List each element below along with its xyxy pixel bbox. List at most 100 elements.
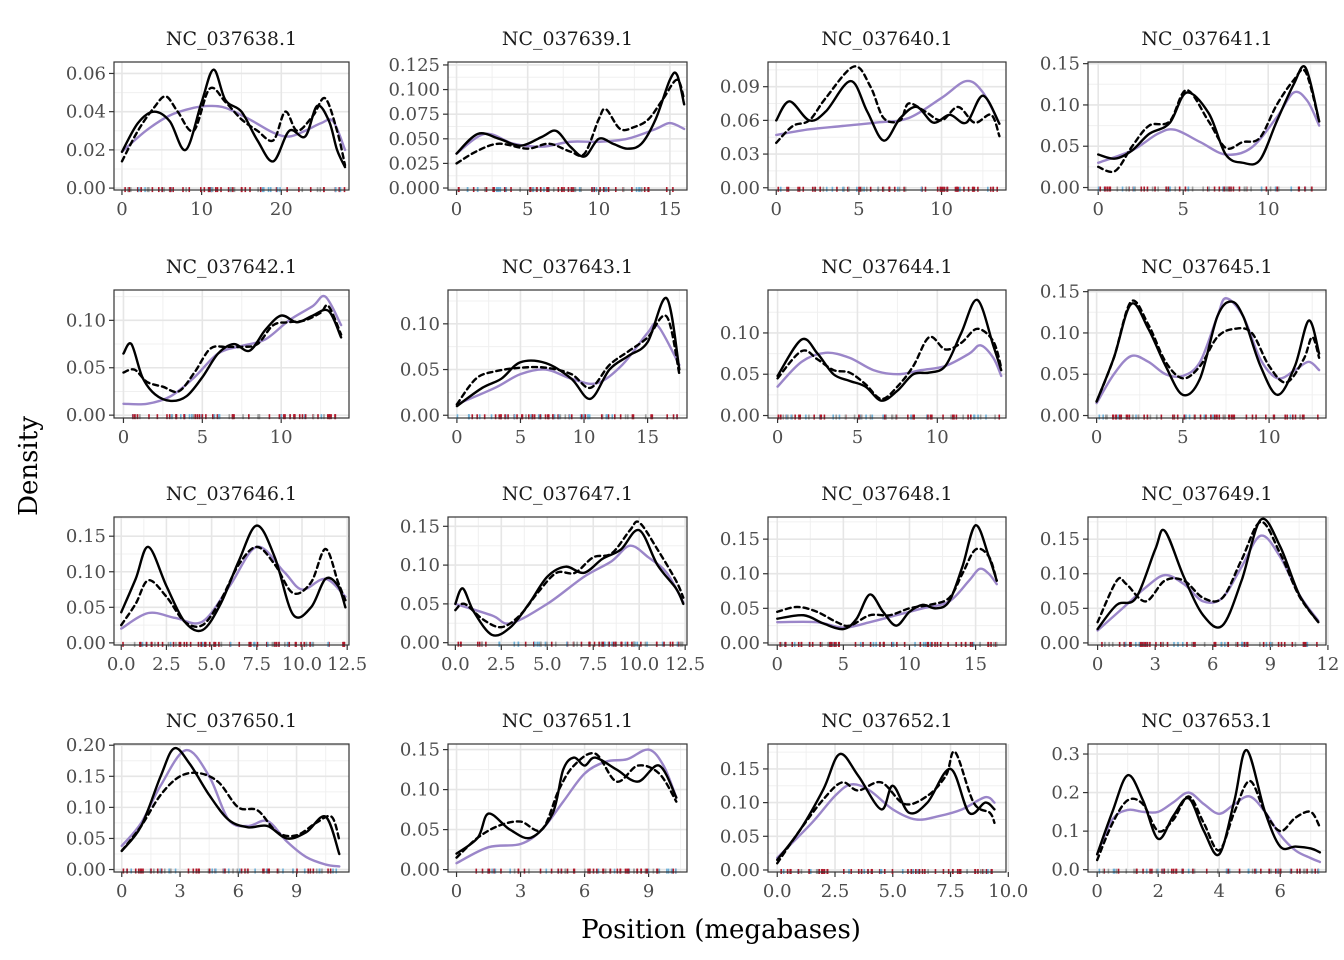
- density-line-2: [455, 78, 686, 165]
- x-tick-label: 5: [522, 199, 533, 220]
- density-line-2: [776, 750, 996, 865]
- panel-title: NC_037651.1: [502, 710, 633, 732]
- panel-border: [767, 516, 1007, 646]
- y-tick-label: 0.00: [1040, 178, 1080, 199]
- x-tick-label: 3: [174, 881, 185, 902]
- y-tick-label: 0.10: [720, 323, 760, 344]
- panels-layer: 0.000.020.040.060 10 20NC_037638.10.0000.0…: [66, 28, 1339, 902]
- density-line-3: [775, 79, 1001, 137]
- y-tick-label: 0.10: [400, 780, 440, 801]
- y-tick-label: 0.05: [66, 597, 106, 618]
- y-tick-label: 0.00: [400, 405, 440, 426]
- density-line-2: [455, 751, 678, 859]
- panel-border: [1087, 516, 1327, 646]
- density-line-1: [120, 524, 347, 633]
- x-tick-label: 5: [853, 199, 864, 220]
- y-tick-label: 0.05: [400, 594, 440, 615]
- x-tick-label: 6: [579, 881, 590, 902]
- density-line-3: [1095, 791, 1322, 864]
- panel-title: NC_037645.1: [1141, 256, 1272, 278]
- y-tick-label: 0.05: [400, 820, 440, 841]
- y-tick-label: 0.00: [720, 406, 760, 427]
- y-tick-label: 0.05: [1040, 364, 1080, 385]
- y-tick-label: 0.10: [66, 562, 106, 583]
- x-tick-label: 15: [964, 654, 987, 675]
- panel-NC_037650.1: 0.00 0.05 0.10 0.15 0.20 0 3 6 9 NC_037650.1: [66, 710, 350, 902]
- y-tick-label: 0.050: [388, 129, 440, 150]
- y-tick-label: 0.03: [720, 144, 760, 165]
- x-tick-label: 0: [116, 881, 127, 902]
- density-line-1: [1095, 300, 1321, 403]
- density-line-3: [455, 748, 678, 865]
- x-tick-label: 12.5: [665, 654, 705, 675]
- y-tick-label: 0.00: [66, 860, 106, 881]
- y-tick-label: 0.00: [66, 633, 106, 654]
- density-line-1: [775, 79, 1001, 142]
- panel-NC_037651.1: 0.00 0.05 0.10 0.15 0 3 6 9 NC_037651.1: [400, 710, 688, 902]
- panel-background: [768, 62, 1006, 190]
- panel-border: [113, 743, 350, 873]
- y-tick-label: 0.00: [66, 405, 106, 426]
- panel-background: [1088, 517, 1326, 645]
- x-tick-label: 10: [926, 427, 949, 448]
- x-tick-label: 6: [1275, 881, 1286, 902]
- y-tick-label: 0.1: [1051, 821, 1080, 842]
- panel-background: [768, 517, 1006, 645]
- x-tick-label: 10: [270, 427, 293, 448]
- panel-border: [767, 289, 1007, 419]
- x-tick-label: 10.0: [282, 654, 322, 675]
- y-tick-label: 0.00: [1040, 633, 1080, 654]
- panel-title: NC_037652.1: [821, 710, 952, 732]
- y-tick-label: 0.10: [400, 314, 440, 335]
- x-tick-label: 10: [190, 199, 213, 220]
- density-line-2: [120, 86, 347, 167]
- x-tick-label: 4: [1213, 881, 1224, 902]
- y-tick-label: 0.15: [720, 759, 760, 780]
- panel-title: NC_037641.1: [1141, 28, 1272, 50]
- x-tick-label: 0: [771, 199, 782, 220]
- panel-NC_037652.1: 0.00 0.05 0.10 0.15 0.0 2.5 5.0 7.5 10.0 NC_03765…: [720, 710, 1028, 902]
- y-tick-label: 0.10: [720, 564, 760, 585]
- panel-border: [1087, 61, 1327, 191]
- density-line-1: [120, 68, 347, 169]
- x-tick-label: 0.0: [107, 654, 136, 675]
- density-line-1: [776, 298, 1003, 402]
- y-tick-label: 0.05: [400, 360, 440, 381]
- panel-NC_037643.1: 0.00 0.05 0.10 0 5 10 15 NC_037643.1: [400, 256, 688, 448]
- density-line-2: [455, 314, 681, 406]
- y-tick-label: 0.10: [1040, 323, 1080, 344]
- y-tick-label: 0.025: [388, 153, 440, 174]
- y-tick-label: 0.05: [66, 358, 106, 379]
- density-line-1: [455, 71, 686, 158]
- x-tick-label: 5.0: [878, 881, 907, 902]
- density-line-2: [122, 304, 343, 394]
- y-tick-label: 0.00: [66, 178, 106, 199]
- y-tick-label: 0.05: [1040, 136, 1080, 157]
- density-line-3: [776, 567, 998, 629]
- panel-NC_037644.1: 0.00 0.05 0.10 0 5 10 NC_037644.1: [720, 256, 1007, 448]
- y-tick-label: 0.10: [400, 555, 440, 576]
- y-tick-label: 0.10: [66, 797, 106, 818]
- density-line-2: [1095, 779, 1322, 862]
- y-tick-label: 0.06: [66, 63, 106, 84]
- x-tick-label: 7.5: [579, 654, 608, 675]
- x-tick-label: 5: [1177, 199, 1188, 220]
- panel-title: NC_037642.1: [166, 256, 297, 278]
- x-tick-label: 0: [451, 881, 462, 902]
- x-tick-label: 0: [451, 199, 462, 220]
- x-tick-label: 3: [515, 881, 526, 902]
- density-line-2: [1096, 520, 1320, 624]
- x-tick-label: 12.5: [327, 654, 367, 675]
- y-tick-label: 0.06: [720, 110, 760, 131]
- x-tick-label: 2: [1152, 881, 1163, 902]
- panel-border: [447, 743, 688, 873]
- y-tick-label: 0.10: [1040, 95, 1080, 116]
- x-tick-label: 0.0: [441, 654, 470, 675]
- x-tick-label: 9: [643, 881, 654, 902]
- density-line-2: [776, 547, 998, 628]
- panel-NC_037646.1: 0.00 0.05 0.10 0.15 0.0 2.5 5.0 7.5 10.0 12.5 NC_0…: [66, 483, 367, 675]
- x-tick-label: 0: [772, 427, 783, 448]
- x-tick-label: 0: [772, 654, 783, 675]
- density-line-3: [1096, 534, 1320, 632]
